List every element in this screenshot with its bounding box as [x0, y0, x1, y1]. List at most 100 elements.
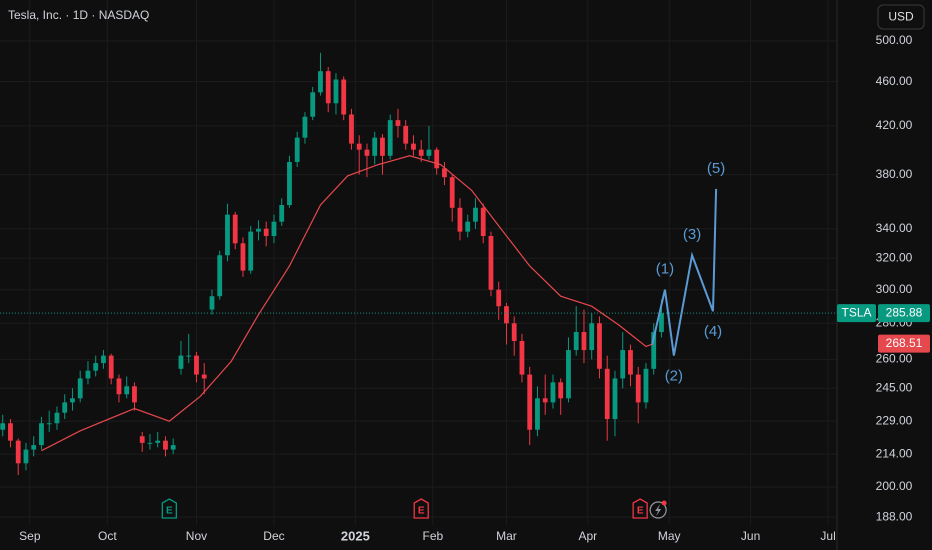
- candle-body: [232, 214, 238, 244]
- earnings-marker[interactable]: [632, 498, 648, 519]
- candle-body: [101, 355, 106, 364]
- candle-body: [186, 355, 192, 357]
- earnings-label[interactable]: E: [418, 506, 425, 517]
- y-tick-label: 340.00: [876, 221, 913, 235]
- x-tick-label: Mar: [496, 529, 517, 543]
- candle-body: [581, 332, 587, 351]
- y-tick-label: 420.00: [876, 118, 913, 132]
- candle-body: [635, 374, 641, 403]
- earnings-label[interactable]: E: [166, 506, 173, 517]
- candle-body: [124, 386, 130, 395]
- candle-body: [480, 207, 486, 236]
- candle-body: [70, 398, 75, 403]
- wave-label: (2): [665, 368, 683, 385]
- x-tick-label: Oct: [98, 529, 117, 543]
- candle-body: [85, 370, 91, 379]
- candle-body: [54, 412, 60, 424]
- candle-body: [333, 79, 339, 104]
- candle-body: [597, 323, 602, 369]
- candle-body: [573, 332, 579, 351]
- candle-body: [550, 382, 556, 403]
- candle-body: [341, 79, 347, 115]
- y-tick-label: 300.00: [876, 282, 913, 296]
- candle-body: [132, 386, 137, 403]
- candle-body: [15, 440, 21, 464]
- candle-body: [426, 149, 432, 156]
- candle-body: [23, 449, 29, 464]
- chart-title: Tesla, Inc. · 1D · NASDAQ: [8, 8, 149, 22]
- x-tick-label: May: [658, 529, 681, 543]
- x-tick-label: Jun: [741, 529, 760, 543]
- wave-label: (1): [656, 261, 674, 278]
- candle-body: [318, 71, 323, 93]
- candle-body: [302, 116, 308, 138]
- candle-body: [31, 445, 37, 450]
- y-tick-label: 500.00: [876, 33, 913, 47]
- candle-body: [256, 228, 261, 232]
- x-tick-label: Jul: [820, 529, 835, 543]
- candle-body: [163, 440, 168, 450]
- candle-body: [411, 143, 416, 150]
- candle-body: [325, 71, 331, 104]
- candle-body: [604, 368, 610, 420]
- y-tick-label: 229.00: [876, 413, 913, 427]
- candle-body: [201, 374, 207, 379]
- earnings-label[interactable]: E: [637, 506, 644, 517]
- candle-body: [566, 350, 571, 399]
- x-tick-label: Nov: [186, 529, 207, 543]
- y-tick-label: 214.00: [876, 446, 913, 460]
- candle-body: [651, 332, 657, 369]
- candle-body: [263, 228, 269, 236]
- price-badge: 285.88: [886, 305, 923, 319]
- candle-body: [310, 92, 316, 117]
- symbol-badge: TSLA: [841, 305, 871, 319]
- price-badge-bg: [878, 304, 930, 323]
- candle-body: [39, 423, 44, 446]
- candle-body: [155, 440, 161, 443]
- wave-label: (3): [683, 226, 701, 243]
- moving-average: [41, 155, 654, 452]
- y-tick-label: 188.00: [876, 509, 913, 523]
- candle-body: [387, 120, 393, 156]
- candle-body: [287, 161, 292, 206]
- plot: (1) (2) (3) (4) (5): [0, 52, 837, 476]
- ma-badge: 268.51: [886, 336, 923, 350]
- candle-body: [364, 149, 370, 156]
- candle-body: [449, 177, 455, 208]
- candle-body: [8, 423, 13, 441]
- currency-button[interactable]: [877, 4, 925, 30]
- candle-body: [488, 235, 494, 290]
- y-tick-label: 380.00: [876, 167, 913, 181]
- candle-body: [147, 442, 153, 444]
- earnings-marker[interactable]: [161, 498, 177, 519]
- candle-body: [511, 323, 517, 341]
- x-tick-label: Dec: [263, 529, 284, 543]
- candle-body: [62, 402, 68, 413]
- candle-body: [46, 423, 52, 425]
- x-tick-label: Apr: [578, 529, 597, 543]
- candle-body: [217, 255, 223, 297]
- candle-body: [116, 378, 122, 395]
- candle-body: [170, 445, 176, 450]
- candle-body: [225, 214, 230, 256]
- candle-body: [395, 120, 401, 126]
- candle-body: [504, 306, 509, 324]
- currency-label[interactable]: USD: [888, 10, 914, 24]
- y-tick-label: 200.00: [876, 479, 913, 493]
- candle-body: [620, 350, 626, 379]
- earnings-marker[interactable]: [413, 498, 429, 519]
- candle-body: [240, 243, 246, 271]
- candle-body: [0, 423, 6, 430]
- candle-body: [473, 207, 478, 222]
- candle-body: [659, 313, 664, 333]
- event-icon-dot: [661, 500, 667, 506]
- candle-body: [589, 323, 595, 351]
- candle-body: [442, 168, 447, 178]
- event-icon-bolt: [655, 504, 662, 516]
- candle-body: [535, 398, 540, 430]
- candle-body: [294, 137, 300, 162]
- candle-body: [527, 374, 533, 430]
